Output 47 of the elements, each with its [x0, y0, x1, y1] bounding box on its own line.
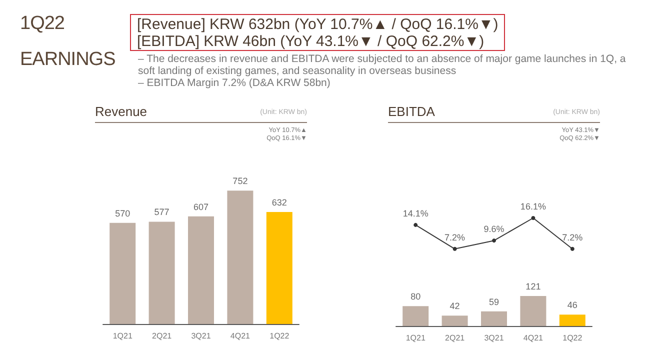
x-tick-label: 3Q21: [484, 334, 504, 342]
bar: [402, 306, 429, 326]
data-label: 607: [193, 202, 209, 212]
bar: [559, 314, 586, 326]
data-label: 7.2%: [444, 232, 466, 242]
point: [570, 246, 574, 251]
x-tick-label: 1Q22: [562, 334, 583, 342]
data-label: 632: [272, 197, 287, 208]
x-tick-label: 1Q21: [406, 334, 426, 342]
bar: [520, 296, 546, 326]
bar: [227, 190, 254, 324]
x-tick-label: 1Q21: [112, 332, 133, 340]
data-label: 46: [567, 300, 578, 310]
bar: [110, 222, 136, 324]
chart-title: Revenue: [95, 104, 148, 119]
data-label: 42: [450, 301, 460, 312]
text: [EBITDA] KRW 46bn (YoY 43.1%▼ / QoQ 62.2%▼): [137, 33, 486, 50]
x-tick-label: 1Q22: [270, 332, 290, 340]
data-label: 752: [232, 176, 248, 186]
text: – The decreases in revenue and EBITDA were subjected to an absence of major game launches in 1Q, a soft landing of existing games, and seasonality in overseas business: [138, 53, 627, 77]
data-label: 577: [154, 207, 170, 218]
point: [414, 222, 418, 227]
x-tick-label: 2Q21: [152, 332, 172, 340]
x-tick-label: 4Q21: [523, 334, 544, 342]
data-label: 570: [115, 208, 130, 218]
data-label: 16.1%: [520, 202, 546, 212]
bar: [266, 212, 292, 324]
data-label: 59: [488, 296, 500, 307]
point: [531, 216, 536, 220]
text: – EBITDA Margin 7.2% (D&A KRW 58bn): [138, 77, 332, 89]
bar: [481, 311, 507, 326]
point: [492, 238, 496, 243]
data-label: 9.6%: [484, 224, 504, 234]
data-label: 14.1%: [402, 208, 428, 218]
data-label: 121: [526, 282, 541, 292]
bar: [442, 316, 468, 326]
bar: [188, 216, 214, 324]
text: [Revenue] KRW 632bn (YoY 10.7%▲ / QoQ 16.1%▼): [137, 16, 498, 33]
bar: [148, 222, 175, 324]
x-tick-label: 3Q21: [191, 332, 212, 340]
data-label: 7.2%: [562, 232, 583, 242]
x-tick-label: 2Q21: [445, 334, 466, 342]
point: [452, 246, 457, 251]
text: 1Q22 EARNINGS: [20, 12, 116, 72]
x-tick-label: 4Q21: [230, 332, 251, 340]
chart-title: EBITDA: [388, 104, 435, 119]
data-label: 80: [410, 292, 421, 302]
